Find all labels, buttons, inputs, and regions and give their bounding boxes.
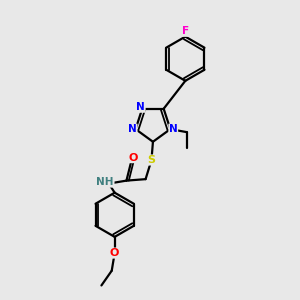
Text: N: N	[169, 124, 178, 134]
Text: NH: NH	[97, 177, 114, 187]
Text: O: O	[110, 248, 119, 258]
Text: N: N	[128, 124, 137, 134]
Text: O: O	[128, 153, 138, 163]
Text: N: N	[136, 102, 145, 112]
Text: F: F	[182, 26, 189, 36]
Text: S: S	[148, 155, 155, 165]
